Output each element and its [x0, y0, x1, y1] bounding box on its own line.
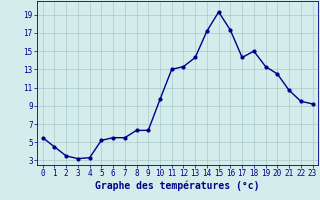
X-axis label: Graphe des températures (°c): Graphe des températures (°c): [95, 181, 260, 191]
